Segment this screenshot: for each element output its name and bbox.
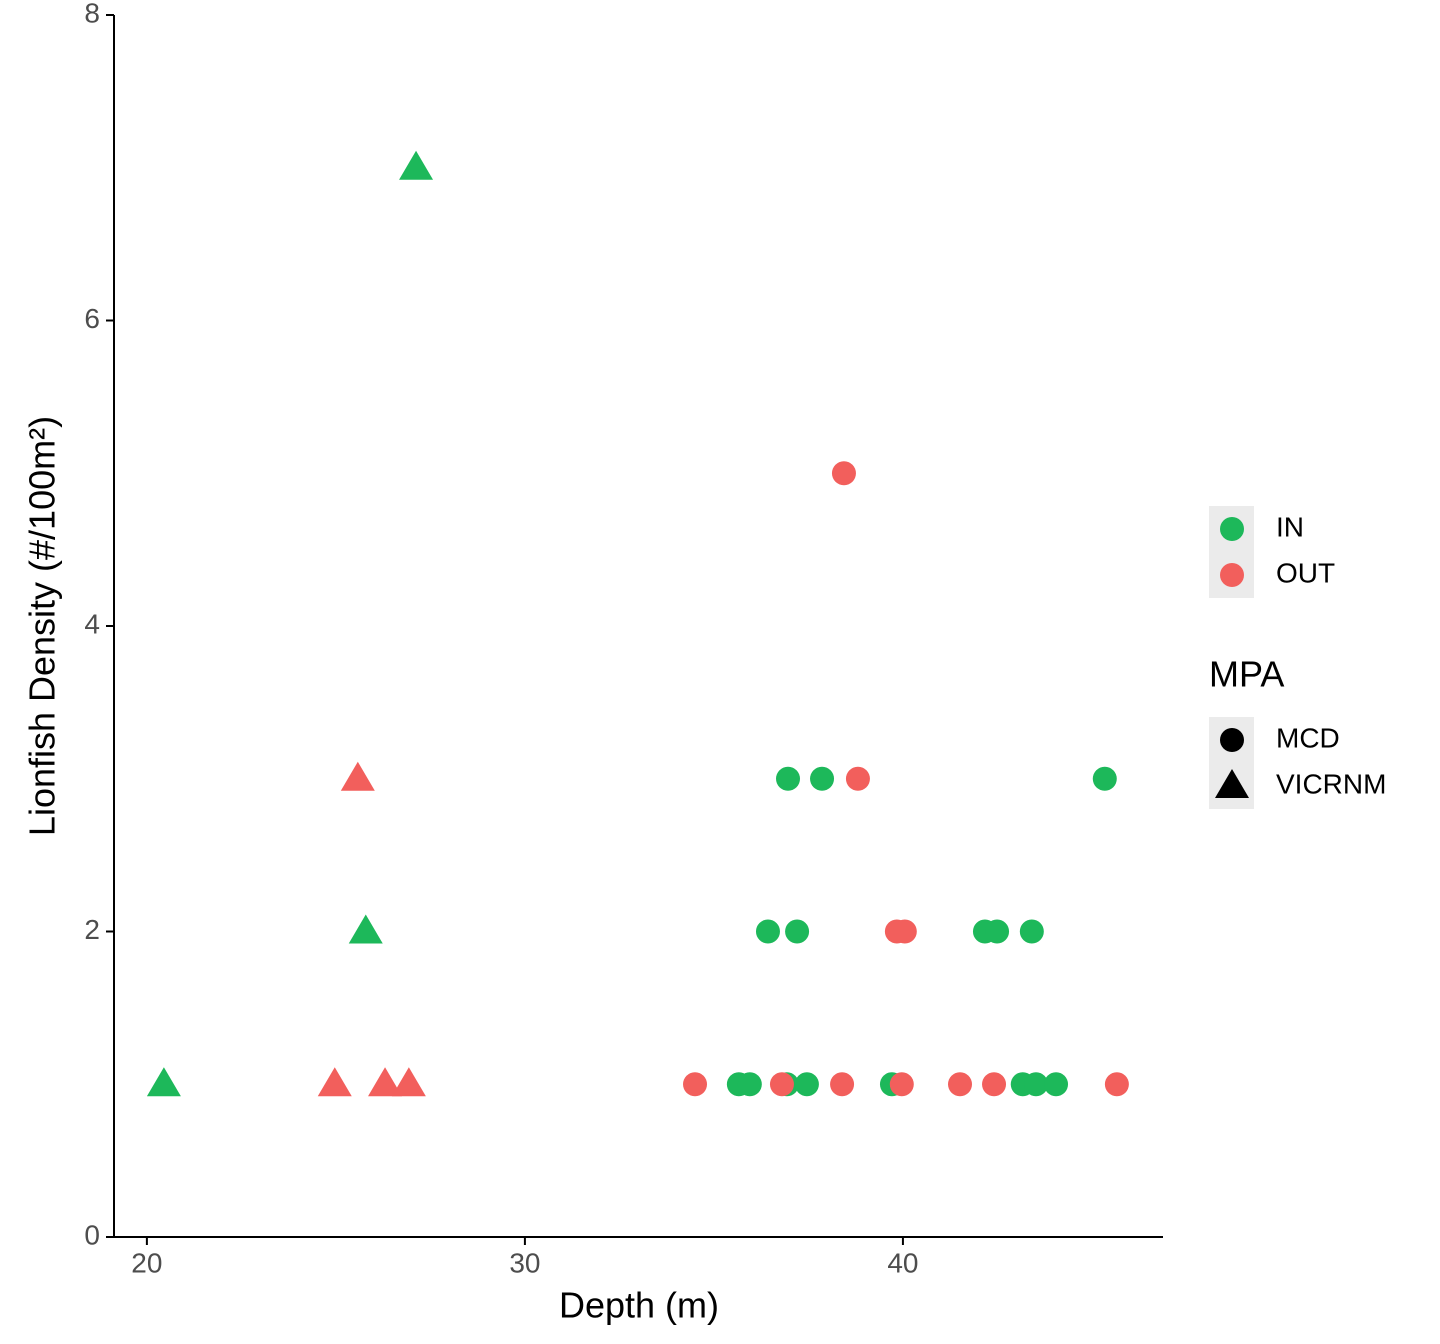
- point: [831, 461, 856, 486]
- point: [794, 1072, 819, 1097]
- point: [769, 1072, 794, 1097]
- legend-label: MCD: [1276, 722, 1340, 753]
- point: [146, 1067, 181, 1097]
- legend-key: [1220, 517, 1244, 541]
- point: [391, 1067, 426, 1097]
- point: [892, 919, 917, 944]
- point: [889, 1072, 914, 1097]
- point: [348, 914, 383, 944]
- point: [317, 1067, 352, 1097]
- point: [737, 1072, 762, 1097]
- point: [830, 1072, 855, 1097]
- point: [399, 150, 434, 180]
- y-tick-label: 6: [84, 303, 100, 334]
- legend-key: [1215, 769, 1249, 798]
- point: [810, 766, 835, 791]
- point: [1092, 766, 1117, 791]
- y-tick-label: 2: [84, 914, 100, 945]
- point: [755, 919, 780, 944]
- point: [785, 919, 810, 944]
- point: [340, 761, 375, 791]
- legend-label: VICRNM: [1276, 768, 1386, 799]
- x-tick-label: 30: [509, 1247, 540, 1278]
- x-tick-label: 20: [131, 1247, 162, 1278]
- legend-label: IN: [1276, 511, 1304, 542]
- x-axis-label: Depth (m): [559, 1285, 719, 1326]
- point: [1044, 1072, 1069, 1097]
- point: [1023, 1072, 1048, 1097]
- point: [776, 766, 801, 791]
- point: [845, 766, 870, 791]
- legend-key: [1220, 728, 1244, 752]
- point: [985, 919, 1010, 944]
- y-tick-label: 8: [84, 0, 100, 28]
- point: [368, 1067, 403, 1097]
- y-tick-label: 0: [84, 1219, 100, 1250]
- y-axis-label: Lionfish Density (#/100m²): [22, 416, 63, 836]
- y-tick-label: 4: [84, 608, 100, 639]
- legend-key: [1220, 563, 1244, 587]
- point: [1104, 1072, 1129, 1097]
- point: [948, 1072, 973, 1097]
- point: [1019, 919, 1044, 944]
- legend-title: MPA: [1209, 654, 1284, 695]
- x-tick-label: 40: [887, 1247, 918, 1278]
- point: [982, 1072, 1007, 1097]
- point: [683, 1072, 708, 1097]
- legend-label: OUT: [1276, 557, 1335, 588]
